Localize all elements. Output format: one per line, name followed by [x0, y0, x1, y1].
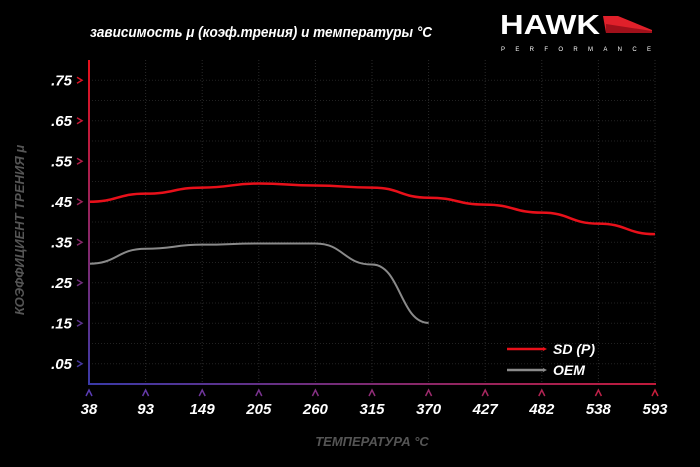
x-tick-arrow [481, 388, 489, 397]
y-tick-label: .45 [51, 194, 73, 211]
x-axis [88, 383, 656, 385]
x-tick-label: 593 [642, 401, 668, 418]
x-tick-arrow [141, 388, 150, 397]
x-tick-label: 482 [528, 401, 555, 418]
x-tick-label: 315 [359, 401, 385, 418]
y-tick-label: .75 [51, 72, 73, 89]
x-axis-label: ТЕМПЕРАТУРА °C [315, 434, 429, 449]
y-tick-arrow [76, 360, 84, 368]
series-line-sd-p- [88, 182, 656, 236]
y-axis-label: КОЭФФИЦИЕНТ ТРЕНИЯ μ [12, 145, 27, 315]
x-tick-label: 205 [245, 401, 272, 418]
x-tick-label: 38 [81, 401, 98, 418]
x-tick-label: 370 [416, 401, 442, 418]
y-tick-label: .35 [51, 234, 73, 251]
legend-arrow-icon [543, 347, 547, 351]
y-tick-label: .15 [51, 315, 73, 332]
chart-title: зависимость μ (коэф.трения) и температур… [90, 24, 433, 41]
x-tick-label: 93 [137, 401, 154, 418]
x-tick-arrow [538, 388, 546, 397]
y-tick-label: .05 [51, 356, 73, 373]
y-tick-arrow [76, 157, 84, 165]
x-tick-arrow [311, 388, 320, 397]
x-tick-arrow [255, 388, 263, 397]
logo-sub: PERFORMANCE [501, 47, 651, 53]
x-tick-label: 260 [302, 401, 329, 418]
y-axis [88, 60, 90, 385]
y-tick-arrow [76, 319, 84, 327]
series-line-oem [88, 242, 429, 324]
x-tick-arrow [424, 388, 433, 397]
x-tick-arrow [198, 388, 206, 397]
x-tick-label: 538 [586, 401, 612, 418]
y-tick-label: .25 [51, 275, 73, 292]
x-tick-arrow [85, 388, 93, 397]
legend-label: OEM [553, 362, 585, 378]
hawk-logo: HAWK PERFORMANCE [500, 10, 660, 54]
y-tick-arrow [76, 238, 84, 246]
y-tick-arrow [76, 76, 84, 84]
x-tick-label: 427 [472, 401, 499, 418]
x-tick-arrow [368, 388, 376, 397]
y-tick-label: .65 [51, 113, 73, 130]
y-tick-label: .55 [51, 153, 73, 170]
logo-brand: HAWK [500, 10, 600, 40]
legend-arrow-icon [543, 368, 547, 372]
y-tick-arrow [76, 279, 84, 287]
x-tick-arrow [594, 388, 603, 397]
x-tick-label: 149 [190, 401, 216, 418]
y-tick-arrow [76, 198, 84, 206]
x-tick-arrow [651, 388, 659, 397]
legend-label: SD (P) [553, 341, 595, 357]
y-tick-arrow [76, 117, 84, 125]
